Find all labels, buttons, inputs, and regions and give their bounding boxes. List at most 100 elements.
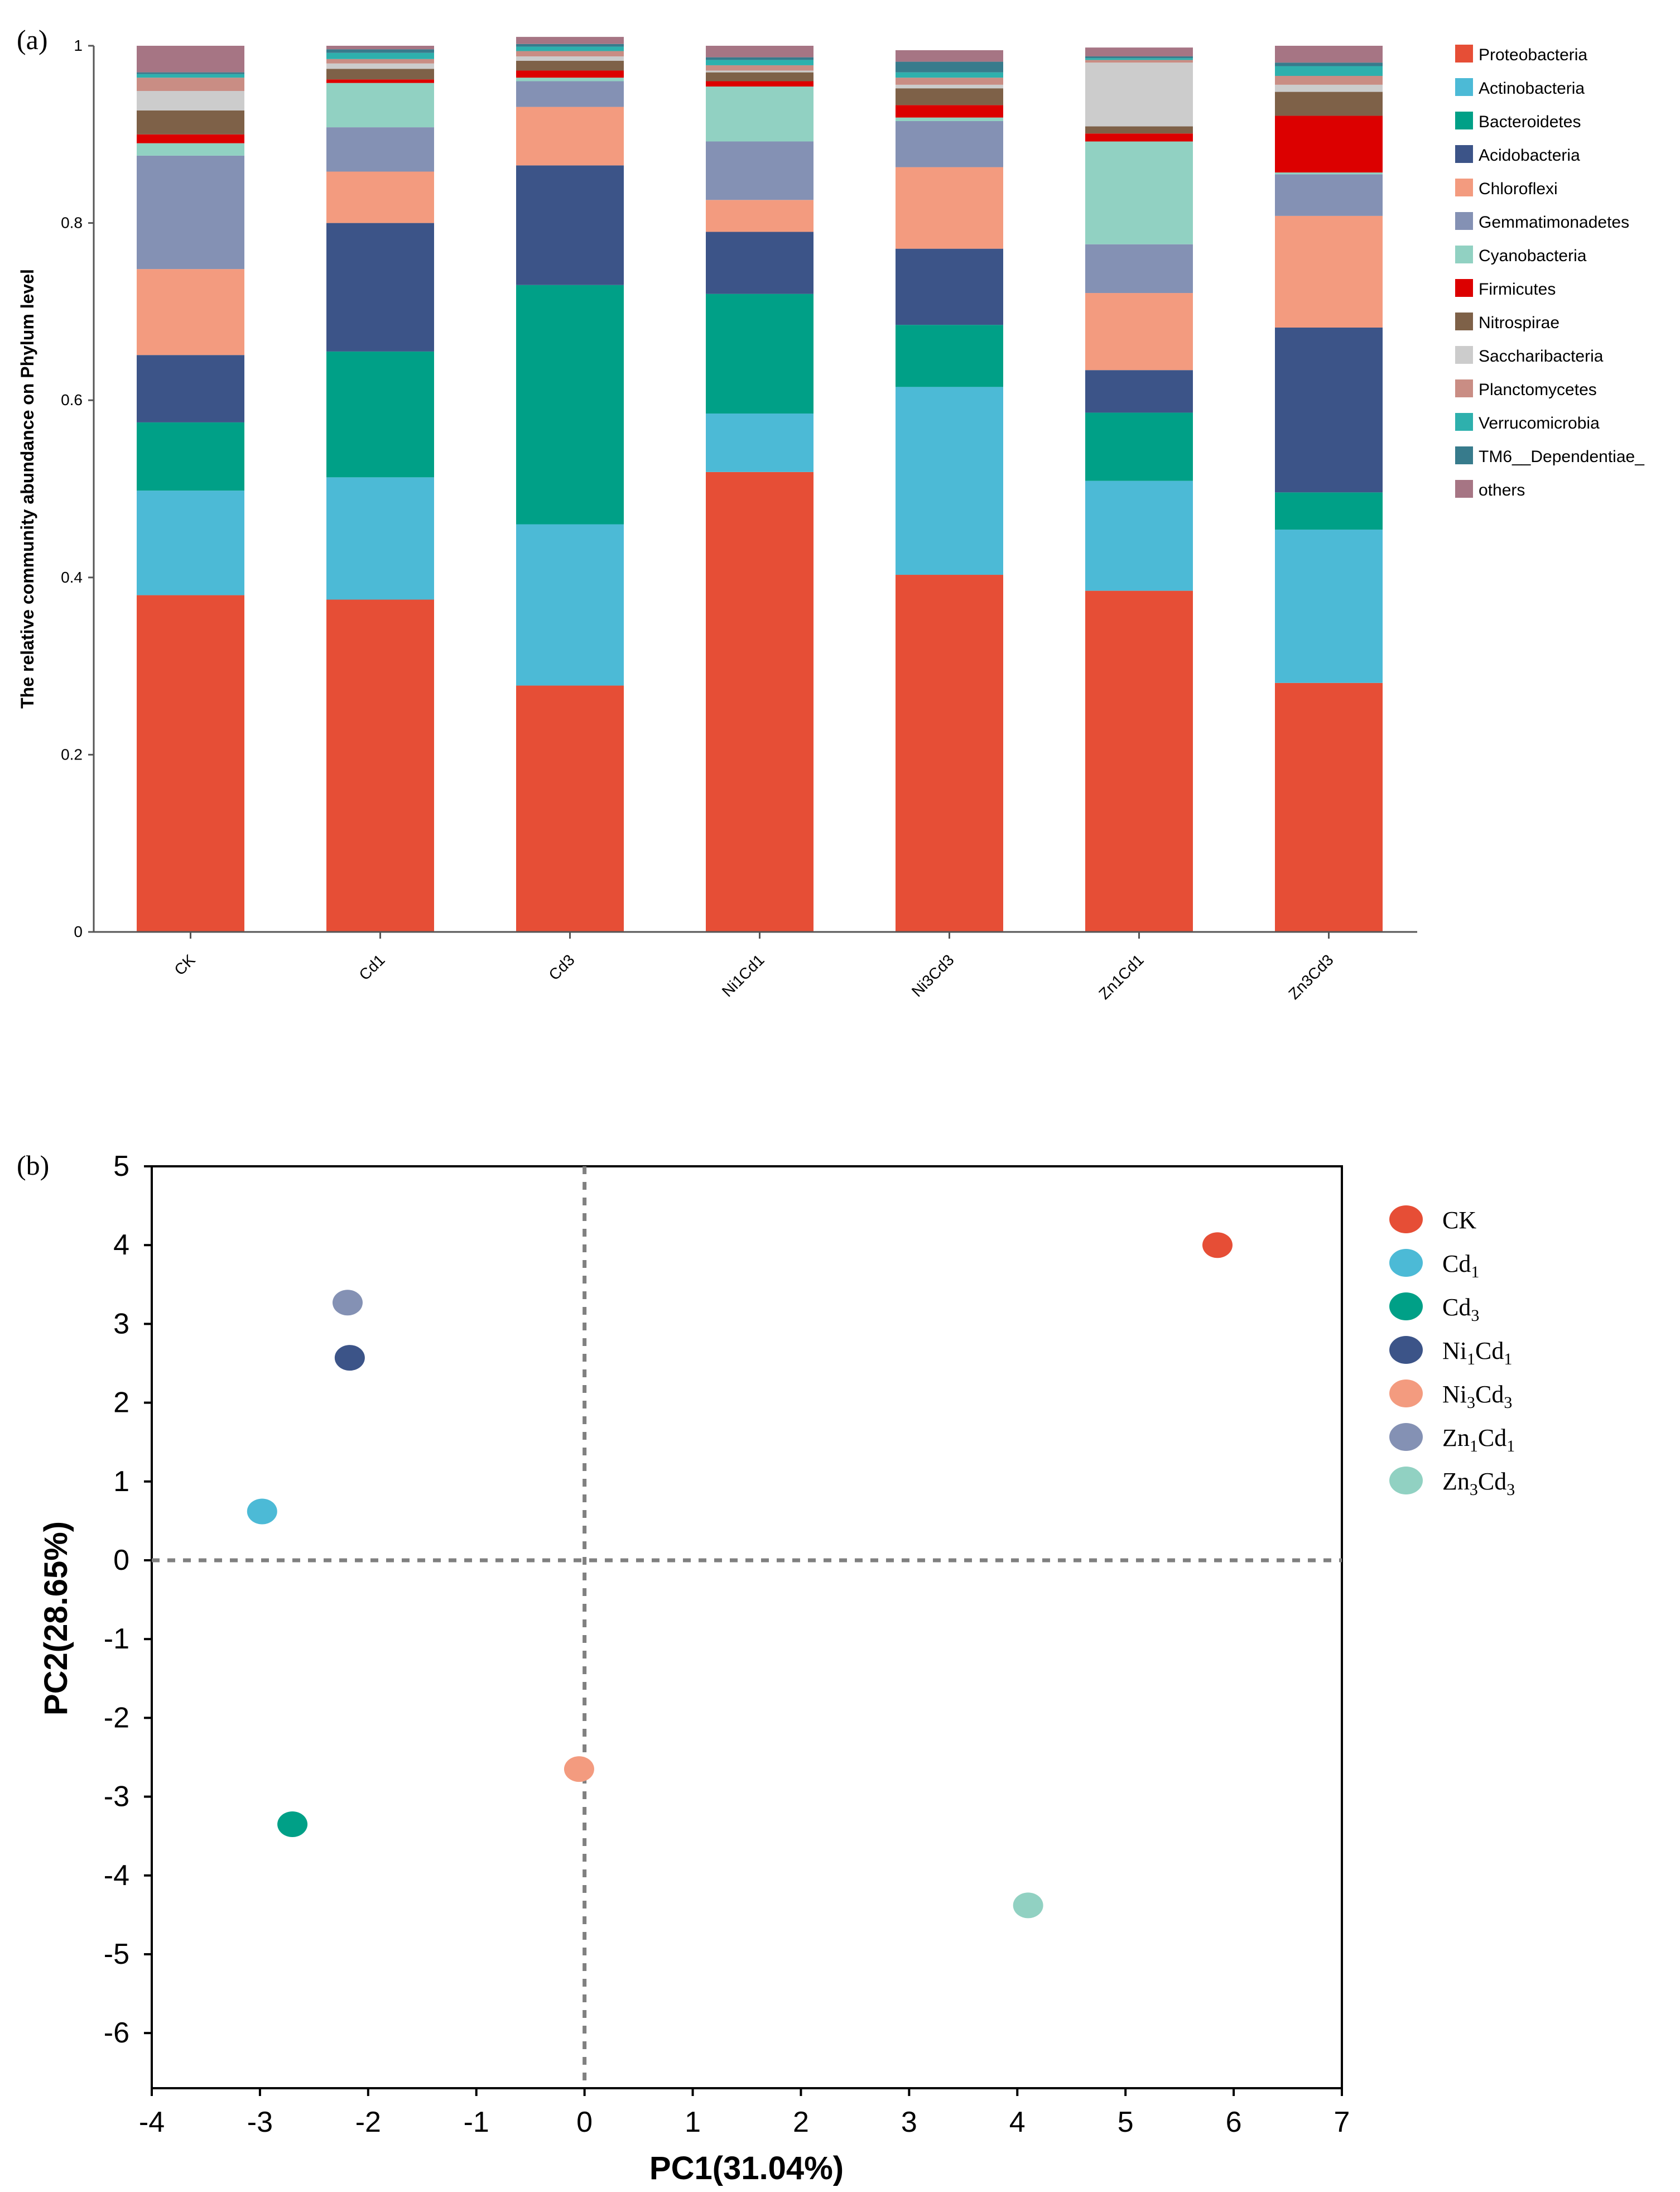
bar-segment-actinobacteria-ck bbox=[137, 491, 244, 595]
bar-segment-verrucomicrobia-ni3cd3 bbox=[896, 72, 1003, 78]
bar-segment-bacteroidetes-cd1 bbox=[326, 351, 434, 478]
panel-a-legend: Proteobacteria Actinobacteria Bacteroidete… bbox=[1455, 45, 1645, 499]
bar-segment-acidobacteria-zn1cd1 bbox=[1085, 370, 1193, 413]
bar-segment-proteobacteria-cd3 bbox=[516, 685, 624, 932]
bar-segment-firmicutes-ni1cd1 bbox=[706, 81, 813, 87]
legend-label-subscript: 3 bbox=[1467, 1393, 1475, 1412]
legend-label: Nitrospirae bbox=[1479, 314, 1559, 332]
panel-b-y-axis-title: PC2(28.65%) bbox=[38, 1521, 74, 1715]
panel-b-y-tick-label: -3 bbox=[104, 1781, 129, 1813]
bar-segment-planctomycetes-zn3cd3 bbox=[1275, 75, 1383, 85]
bar-segment-proteobacteria-cd1 bbox=[326, 599, 434, 932]
legend-label-text: Ni bbox=[1442, 1381, 1467, 1408]
panel-b-y-tick-label: -6 bbox=[104, 2017, 129, 2049]
legend-marker bbox=[1389, 1379, 1423, 1407]
legend-item-zn1cd1: Zn1Cd1 bbox=[1389, 1423, 1515, 1455]
legend-swatch bbox=[1455, 145, 1473, 163]
legend-label: Cyanobacteria bbox=[1479, 247, 1587, 265]
bar-segment-tm6-dependentiae-zn3cd3 bbox=[1275, 63, 1383, 66]
panel-b-x-tick-label: 7 bbox=[1334, 2106, 1350, 2138]
panel-b-y-tick-label: 3 bbox=[113, 1307, 129, 1340]
bar-segment-firmicutes-ck bbox=[137, 134, 244, 143]
bar-segment-proteobacteria-ck bbox=[137, 595, 244, 932]
bar-segment-cyanobacteria-cd1 bbox=[326, 83, 434, 128]
legend-label-text: Zn bbox=[1442, 1424, 1470, 1451]
bar-segment-bacteroidetes-ni3cd3 bbox=[896, 325, 1003, 387]
panel-a-y-tick-label: 1 bbox=[74, 37, 83, 54]
legend-item-planctomycetes: Planctomycetes bbox=[1455, 379, 1597, 399]
legend-marker bbox=[1389, 1423, 1423, 1451]
legend-label-subscript: 1 bbox=[1504, 1350, 1512, 1368]
legend-swatch bbox=[1455, 279, 1473, 297]
legend-item-zn3cd3: Zn3Cd3 bbox=[1389, 1467, 1515, 1499]
bar-segment-tm6-dependentiae-cd1 bbox=[326, 49, 434, 53]
scatter-point-zn1cd1 bbox=[332, 1290, 363, 1316]
panel-b-points bbox=[247, 1232, 1233, 1919]
bar-segment-bacteroidetes-ni1cd1 bbox=[706, 294, 813, 414]
panel-b-y-tick-label: 4 bbox=[113, 1229, 129, 1261]
panel-b-reference-lines bbox=[152, 1166, 1342, 2088]
panel-a-y-tick-label: 0 bbox=[74, 923, 83, 940]
legend-item-ni1cd1: Ni1Cd1 bbox=[1389, 1336, 1512, 1368]
legend-swatch bbox=[1455, 379, 1473, 397]
bar-segment-cyanobacteria-ck bbox=[137, 143, 244, 156]
bar-segment-proteobacteria-ni3cd3 bbox=[896, 575, 1003, 932]
legend-item-firmicutes: Firmicutes bbox=[1455, 279, 1556, 299]
panel-b-x-axis: -4 -3 -2 -1 0 1 2 3 4 5 6 7 bbox=[139, 2088, 1350, 2138]
bar-segment-tm6-dependentiae-ni1cd1 bbox=[706, 57, 813, 60]
bar-segment-actinobacteria-ni1cd1 bbox=[706, 414, 813, 472]
legend-label-text: Zn bbox=[1442, 1468, 1470, 1495]
bar-segment-nitrospirae-zn1cd1 bbox=[1085, 126, 1193, 134]
legend-label: Chloroflexi bbox=[1479, 180, 1558, 198]
bar-segment-nitrospirae-zn3cd3 bbox=[1275, 92, 1383, 116]
bar-segment-gemmatimonadetes-zn3cd3 bbox=[1275, 174, 1383, 216]
bar-segment-verrucomicrobia-cd3 bbox=[516, 46, 624, 51]
bar-segment-others-ni1cd1 bbox=[706, 46, 813, 57]
bar-segment-chloroflexi-cd1 bbox=[326, 171, 434, 223]
legend-label: Actinobacteria bbox=[1479, 79, 1585, 98]
legend-label-text: Cd bbox=[1475, 1381, 1504, 1408]
panel-b-y-tick-label: -1 bbox=[104, 1623, 129, 1655]
legend-label: Firmicutes bbox=[1479, 280, 1556, 299]
legend-item-tm6-dependentiae: TM6__Dependentiae_ bbox=[1455, 446, 1645, 466]
scatter-point-zn3cd3 bbox=[1013, 1892, 1043, 1919]
bar-segment-proteobacteria-zn1cd1 bbox=[1085, 590, 1193, 932]
panel-b-x-tick-label: -1 bbox=[464, 2106, 489, 2138]
legend-label: Acidobacteria bbox=[1479, 146, 1580, 165]
legend-swatch bbox=[1455, 212, 1473, 230]
bar-segment-firmicutes-cd3 bbox=[516, 70, 624, 78]
legend-label: Planctomycetes bbox=[1479, 381, 1597, 399]
legend-swatch bbox=[1455, 413, 1473, 431]
legend-swatch bbox=[1455, 313, 1473, 330]
legend-label: Cd1 bbox=[1442, 1250, 1479, 1281]
legend-label-text: Cd bbox=[1478, 1468, 1506, 1495]
legend-label: CK bbox=[1442, 1206, 1476, 1234]
bar-segment-tm6-dependentiae-cd3 bbox=[516, 44, 624, 47]
bar-segment-cyanobacteria-cd3 bbox=[516, 78, 624, 81]
scatter-point-cd3 bbox=[277, 1811, 308, 1837]
bar-segment-verrucomicrobia-cd1 bbox=[326, 52, 434, 59]
bar-stack-ck bbox=[137, 46, 244, 932]
bar-segment-saccharibacteria-cd3 bbox=[516, 56, 624, 61]
legend-label: Cd3 bbox=[1442, 1294, 1479, 1325]
bar-segment-acidobacteria-ni1cd1 bbox=[706, 232, 813, 294]
bar-segment-planctomycetes-cd3 bbox=[516, 51, 624, 57]
bar-segment-bacteroidetes-zn3cd3 bbox=[1275, 492, 1383, 530]
bar-segment-bacteroidetes-ck bbox=[137, 422, 244, 491]
bar-stack-ni3cd3 bbox=[896, 50, 1003, 932]
legend-item-chloroflexi: Chloroflexi bbox=[1455, 179, 1558, 198]
bar-segment-others-zn3cd3 bbox=[1275, 46, 1383, 63]
legend-label-text: Cd bbox=[1478, 1424, 1506, 1451]
bar-segment-planctomycetes-cd1 bbox=[326, 59, 434, 64]
scatter-point-ni1cd1 bbox=[334, 1345, 365, 1371]
legend-marker bbox=[1389, 1249, 1423, 1277]
legend-label-subscript: 1 bbox=[1506, 1437, 1515, 1455]
bar-segment-nitrospirae-ni1cd1 bbox=[706, 72, 813, 81]
bar-segment-actinobacteria-zn1cd1 bbox=[1085, 480, 1193, 591]
legend-swatch bbox=[1455, 480, 1473, 498]
panel-a-bars bbox=[137, 37, 1383, 932]
bar-segment-verrucomicrobia-zn3cd3 bbox=[1275, 66, 1383, 76]
panel-b-x-tick-label: 1 bbox=[685, 2106, 701, 2138]
